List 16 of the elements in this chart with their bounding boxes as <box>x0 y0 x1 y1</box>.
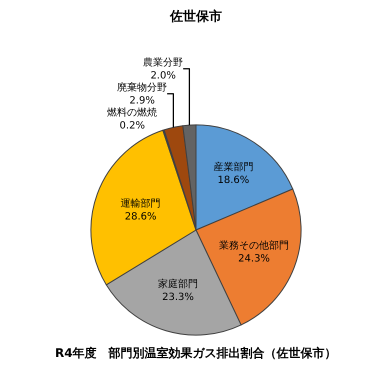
slice-label: 産業部門 <box>213 161 254 174</box>
slice-label: 農業分野 <box>143 56 184 68</box>
slice-label: 業務その他部門 <box>219 240 290 252</box>
data-label: 24.3% <box>238 254 270 265</box>
slice-label: 運輸部門 <box>120 197 161 210</box>
slice-label: 燃料の燃焼 <box>107 106 158 118</box>
data-label: 23.3% <box>162 292 194 303</box>
data-label: 2.0% <box>150 70 176 82</box>
data-label: 28.6% <box>124 211 157 222</box>
chart-title: 佐世保市 <box>169 8 222 24</box>
data-label: 2.9% <box>129 95 155 106</box>
text: R4年度 部門別温室効果ガス排出割合（佐世保市） <box>55 346 337 360</box>
data-label: 18.6% <box>217 175 250 186</box>
slice-label: 家庭部門 <box>158 278 198 290</box>
slice-label: 廃棄物分野 <box>117 81 168 94</box>
data-label: 0.2% <box>120 120 145 132</box>
